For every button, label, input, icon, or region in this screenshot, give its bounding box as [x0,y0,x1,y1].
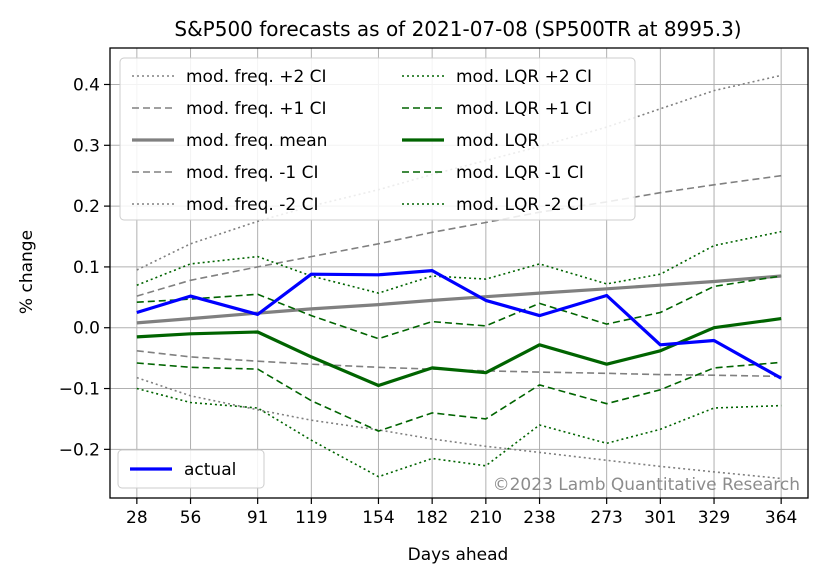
series-line-mod-freq-mean [136,274,782,325]
series-lines [136,74,782,480]
legend-label: mod. freq. mean [186,131,327,151]
legend-label: mod. LQR +2 CI [456,67,592,87]
legend-label: mod. LQR +1 CI [456,99,592,119]
x-tick-label: 182 [416,508,448,528]
x-tick-label: 364 [765,508,797,528]
series-line-mod-lqr-2-ci [136,387,782,478]
y-tick-label: 0.1 [73,258,100,278]
series-line-mod-freq-2-ci [136,376,782,480]
x-tick-label: 238 [523,508,555,528]
legend-lower: actual [117,449,265,489]
legend-label: mod. freq. -1 CI [186,163,318,183]
x-tick-label: 154 [362,508,394,528]
chart-title: S&P500 forecasts as of 2021-07-08 (SP500… [174,17,741,41]
y-tick-label: −0.1 [59,380,100,400]
legend-label: mod. LQR -1 CI [456,163,584,183]
x-tick-label: 91 [247,508,269,528]
axes-frame [109,47,809,499]
x-tick-label: 273 [590,508,622,528]
y-axis-label: % change [17,230,37,314]
series-line-mod-lqr-1-ci [136,361,782,432]
x-tick-label: 301 [644,508,676,528]
x-axis-label: Days ahead [408,545,509,565]
series-line-mod-freq-1-ci [136,350,782,378]
legend-label: actual [184,460,236,480]
y-tick-label: 0.3 [73,136,100,156]
legend-label: mod. LQR -2 CI [456,195,584,215]
series-line-actual [136,269,782,380]
x-tick-label: 28 [126,508,148,528]
legend-label: mod. freq. -2 CI [186,195,318,215]
plot-frame [109,47,809,499]
legend-lower-box [117,449,265,489]
y-tick-label: 0.4 [73,75,100,95]
x-tick-label: 119 [295,508,327,528]
legend-label: mod. freq. +1 CI [186,99,327,119]
series-line-mod-freq-1-ci [136,174,782,297]
x-tick-label: 56 [180,508,202,528]
y-tick-label: −0.2 [59,440,100,460]
x-tick-label: 210 [470,508,502,528]
y-axis-ticks: −0.2 −0.1 0.0 0.1 0.2 0.3 0.4 [59,75,110,460]
series-line-mod-lqr [136,317,782,388]
legend-upper-box [119,57,636,221]
legend-label: mod. freq. +2 CI [186,67,327,87]
legend-label: mod. LQR [456,131,539,151]
x-tick-label: 329 [698,508,730,528]
x-axis-ticks: 28 56 91 119 154 182 210 238 273 301 329 364 [126,498,797,528]
y-tick-label: 0.0 [73,319,100,339]
y-tick-label: 0.2 [73,197,100,217]
legend-upper: mod. freq. +2 CI mod. freq. +1 CI mod. fre… [119,57,636,221]
watermark: ©2023 Lamb Quantitative Research [493,475,800,495]
series-line-mod-lqr-1-ci [136,275,782,340]
